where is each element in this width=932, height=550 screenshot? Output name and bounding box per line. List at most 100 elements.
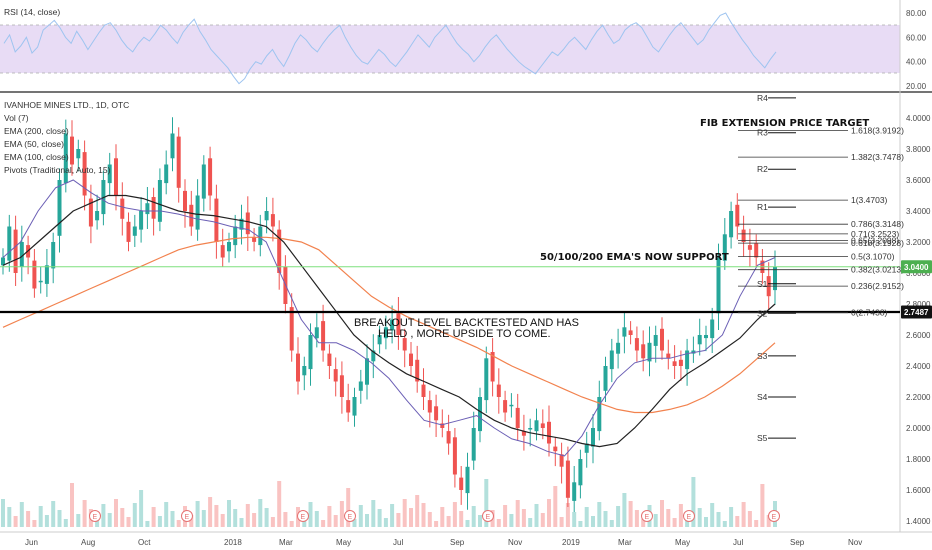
fib-level-label: 0.236(2.9152): [851, 281, 904, 291]
candle-body: [704, 335, 708, 339]
candle-body: [176, 136, 181, 188]
time-tick-label: Jun: [25, 538, 38, 547]
candle-body: [634, 338, 639, 351]
candle-body: [729, 211, 734, 238]
volume-bar: [722, 521, 727, 527]
fib-level-label: 0.786(3.3148): [851, 219, 904, 229]
chart-title: IVANHOE MINES LTD., 1D, OTC: [4, 100, 129, 110]
volume-bar: [44, 515, 49, 527]
candle-body: [471, 428, 476, 461]
candle-body: [459, 477, 464, 490]
candle-body: [302, 366, 307, 376]
volume-bar: [766, 515, 771, 527]
rsi-line: [3, 12, 777, 85]
volume-bar: [227, 500, 231, 527]
time-tick-label: Nov: [848, 538, 862, 547]
candle-body: [327, 353, 332, 366]
candle-body: [741, 229, 746, 242]
candle-body: [622, 327, 627, 337]
time-tick-label: May: [675, 538, 690, 547]
earnings-marker-label: E: [687, 514, 692, 521]
volume-bar: [70, 483, 74, 527]
fib-level-label: 1.618(3.9192): [851, 126, 904, 136]
current-price-tag: 3.0400: [901, 260, 932, 274]
earnings-marker[interactable]: [344, 510, 356, 522]
volume-bar: [157, 516, 162, 527]
volume-bar: [76, 514, 81, 527]
candle-body: [32, 260, 37, 289]
candle-body: [427, 400, 432, 413]
candle-body: [296, 353, 300, 382]
volume-bar: [239, 518, 244, 527]
volume-bar: [308, 502, 313, 527]
candle-body: [446, 431, 451, 444]
earnings-marker[interactable]: [89, 510, 101, 522]
volume-bar: [578, 521, 583, 527]
volume-bar: [446, 516, 451, 527]
candle-body: [270, 214, 275, 227]
price-tick-label: 2.6000: [906, 331, 931, 340]
candle-body: [258, 226, 263, 246]
candle-body: [735, 204, 740, 227]
volume-bar: [252, 513, 257, 527]
volume-bar: [452, 502, 457, 527]
candle-body: [534, 420, 539, 432]
volume-bar: [534, 504, 539, 527]
candle-body: [195, 195, 200, 230]
fib-level-label: 1.382(3.7478): [851, 152, 904, 162]
candle-body: [95, 211, 100, 221]
candle-body: [754, 243, 759, 258]
price-tick-label: 4.0000: [906, 114, 931, 123]
candle-body: [521, 431, 526, 436]
candle-body: [647, 342, 652, 362]
price-tick-label: 2.8000: [906, 300, 931, 309]
price-tick-label: 2.2000: [906, 393, 931, 402]
price-tick-label: 3.0000: [906, 269, 931, 278]
volume-bar: [107, 513, 112, 527]
volume-bar: [559, 517, 564, 527]
volume-bar: [151, 507, 156, 527]
volume-bar: [760, 484, 765, 527]
candle-body: [747, 245, 752, 250]
volume-bar: [465, 520, 470, 527]
candle-body: [685, 350, 690, 370]
earnings-marker[interactable]: [181, 510, 193, 522]
volume-bar: [170, 511, 175, 527]
volume-bar: [126, 517, 131, 527]
earnings-marker[interactable]: [768, 510, 780, 522]
candle-body: [773, 266, 777, 291]
volume-bar: [427, 512, 432, 527]
earnings-marker[interactable]: [297, 510, 309, 522]
volume-bar: [421, 503, 426, 527]
earnings-marker-label: E: [301, 514, 306, 521]
volume-bar: [314, 511, 319, 527]
candle-body: [321, 321, 326, 351]
candle-body: [289, 307, 294, 351]
volume-bar: [628, 501, 633, 527]
volume-bar: [189, 515, 194, 527]
candle-body: [490, 352, 495, 382]
price-tick-label: 2.0000: [906, 424, 931, 433]
candle-body: [572, 482, 577, 501]
volume-bar: [365, 514, 369, 527]
volume-bar: [459, 511, 464, 527]
volume-bar: [352, 519, 357, 527]
volume-bar: [496, 519, 501, 527]
earnings-marker[interactable]: [482, 510, 494, 522]
candle-body: [478, 397, 482, 432]
candle-body: [208, 158, 213, 196]
candle-body: [352, 397, 357, 416]
time-tick-label: Aug: [81, 538, 95, 547]
time-tick-label: Mar: [279, 538, 293, 547]
earnings-marker[interactable]: [641, 510, 653, 522]
earnings-marker[interactable]: [683, 510, 695, 522]
volume-bar: [101, 504, 106, 527]
candle-body: [666, 353, 671, 359]
volume-bar: [710, 503, 715, 527]
pivot-level-label: R4: [757, 93, 768, 103]
volume-bar: [333, 515, 338, 527]
earnings-marker-label: E: [772, 514, 777, 521]
candle-body: [609, 350, 614, 370]
candle-body: [390, 319, 395, 331]
candle-body: [13, 229, 18, 273]
